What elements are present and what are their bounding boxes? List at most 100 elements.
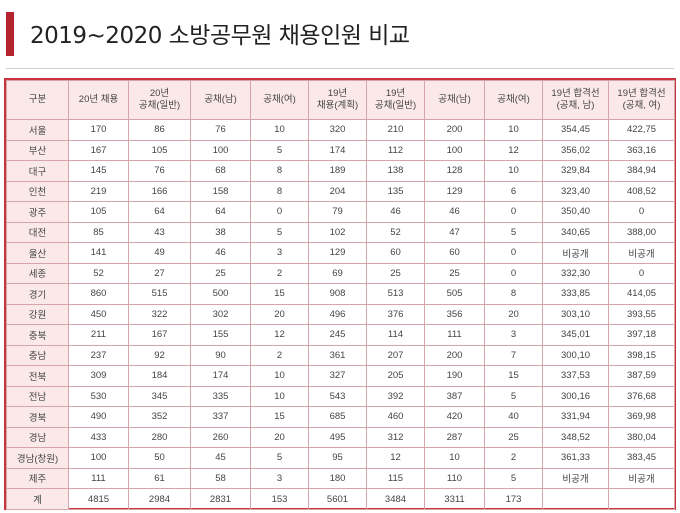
value-cell: 380,04 xyxy=(608,426,675,448)
value-cell: 300,16 xyxy=(542,385,609,407)
table-row: 서울 170 86 76 10 320 210 200 10 354,45 422,75 xyxy=(6,119,675,141)
value-cell: 43 xyxy=(128,221,191,243)
region-cell: 충북 xyxy=(6,324,69,346)
value-cell: 141 xyxy=(68,242,129,264)
table-row: 강원 450 322 302 20 496 376 356 20 303,10 393,55 xyxy=(6,303,675,325)
value-cell: 500 xyxy=(190,283,251,305)
table-body: 서울 170 86 76 10 320 210 200 10 354,45 422,75 부산 167 1… xyxy=(6,119,675,510)
value-cell: 12 xyxy=(366,447,425,469)
value-cell: 3 xyxy=(484,324,543,346)
value-cell: 200 xyxy=(424,344,485,366)
value-cell: 420 xyxy=(424,406,485,428)
value-cell: 128 xyxy=(424,160,485,182)
value-cell: 348,52 xyxy=(542,426,609,448)
value-cell: 352 xyxy=(128,406,191,428)
value-cell: 3 xyxy=(250,467,309,489)
value-cell: 515 xyxy=(128,283,191,305)
value-cell: 64 xyxy=(128,201,191,223)
value-cell: 189 xyxy=(308,160,367,182)
region-cell: 광주 xyxy=(6,201,69,223)
region-cell: 대전 xyxy=(6,221,69,243)
value-cell: 383,45 xyxy=(608,447,675,469)
value-cell: 211 xyxy=(68,324,129,346)
value-cell: 25 xyxy=(484,426,543,448)
value-cell: 110 xyxy=(424,467,485,489)
value-cell: 85 xyxy=(68,221,129,243)
total-value-cell: 5601 xyxy=(308,488,367,510)
value-cell: 5 xyxy=(484,467,543,489)
value-cell: 3 xyxy=(250,242,309,264)
region-cell: 부산 xyxy=(6,139,69,161)
value-cell: 95 xyxy=(308,447,367,469)
region-cell: 전북 xyxy=(6,365,69,387)
value-cell: 111 xyxy=(68,467,129,489)
value-cell: 335 xyxy=(190,385,251,407)
value-cell: 337,53 xyxy=(542,365,609,387)
table-row: 대구 145 76 68 8 189 138 128 10 329,84 384,94 xyxy=(6,160,675,182)
value-cell: 8 xyxy=(484,283,543,305)
value-cell: 5 xyxy=(484,221,543,243)
value-cell: 7 xyxy=(484,344,543,366)
value-cell: 145 xyxy=(68,160,129,182)
value-cell: 392 xyxy=(366,385,425,407)
value-cell: 10 xyxy=(484,119,543,141)
value-cell: 361,33 xyxy=(542,447,609,469)
value-cell: 0 xyxy=(484,242,543,264)
value-cell: 100 xyxy=(424,139,485,161)
value-cell: 495 xyxy=(308,426,367,448)
value-cell: 322 xyxy=(128,303,191,325)
value-cell: 204 xyxy=(308,180,367,202)
column-header: 19년 채용(계획) xyxy=(308,80,367,120)
value-cell: 388,00 xyxy=(608,221,675,243)
value-cell: 10 xyxy=(250,385,309,407)
value-cell: 376,68 xyxy=(608,385,675,407)
value-cell: 49 xyxy=(128,242,191,264)
table-row: 부산 167 105 100 5 174 112 100 12 356,02 363,16 xyxy=(6,139,675,161)
column-header: 19년 공채(일반) xyxy=(366,80,425,120)
value-cell: 387 xyxy=(424,385,485,407)
total-label-cell: 계 xyxy=(6,488,69,510)
value-cell: 908 xyxy=(308,283,367,305)
recruitment-table: 구분 20년 채용 20년 공채(일반) 공채(남) 공채(여) 19년 채용(계획) 19년 공… xyxy=(6,80,675,510)
value-cell: 46 xyxy=(190,242,251,264)
value-cell: 90 xyxy=(190,344,251,366)
total-row: 계 4815 2984 2831 153 5601 3484 3311 173 xyxy=(6,488,675,510)
value-cell: 12 xyxy=(484,139,543,161)
value-cell: 114 xyxy=(366,324,425,346)
value-cell: 68 xyxy=(190,160,251,182)
value-cell: 129 xyxy=(308,242,367,264)
value-cell: 25 xyxy=(366,262,425,284)
total-value-cell: 2831 xyxy=(190,488,251,510)
table-row: 울산 141 49 46 3 129 60 60 0 비공개 비공개 xyxy=(6,242,675,264)
value-cell: 496 xyxy=(308,303,367,325)
value-cell: 332,30 xyxy=(542,262,609,284)
value-cell: 505 xyxy=(424,283,485,305)
total-value-cell: 2984 xyxy=(128,488,191,510)
value-cell: 384,94 xyxy=(608,160,675,182)
value-cell: 115 xyxy=(366,467,425,489)
value-cell: 102 xyxy=(308,221,367,243)
value-cell: 105 xyxy=(68,201,129,223)
region-cell: 경북 xyxy=(6,406,69,428)
value-cell: 100 xyxy=(190,139,251,161)
table-row: 전남 530 345 335 10 543 392 387 5 300,16 376,68 xyxy=(6,385,675,407)
value-cell: 460 xyxy=(366,406,425,428)
value-cell: 354,45 xyxy=(542,119,609,141)
value-cell: 92 xyxy=(128,344,191,366)
value-cell: 184 xyxy=(128,365,191,387)
region-cell: 전남 xyxy=(6,385,69,407)
value-cell: 52 xyxy=(366,221,425,243)
value-cell: 333,85 xyxy=(542,283,609,305)
value-cell: 2 xyxy=(484,447,543,469)
value-cell: 46 xyxy=(366,201,425,223)
value-cell: 20 xyxy=(484,303,543,325)
value-cell: 393,55 xyxy=(608,303,675,325)
value-cell: 15 xyxy=(484,365,543,387)
value-cell: 219 xyxy=(68,180,129,202)
region-cell: 인천 xyxy=(6,180,69,202)
value-cell: 61 xyxy=(128,467,191,489)
value-cell: 174 xyxy=(190,365,251,387)
value-cell: 210 xyxy=(366,119,425,141)
value-cell: 138 xyxy=(366,160,425,182)
value-cell: 45 xyxy=(190,447,251,469)
